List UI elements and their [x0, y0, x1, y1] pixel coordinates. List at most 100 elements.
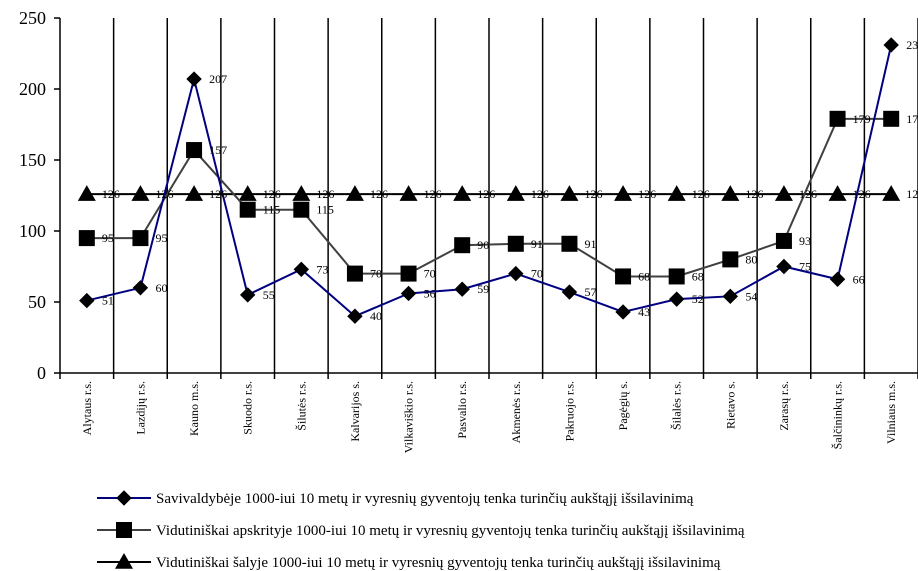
data-label: 70 — [424, 267, 436, 281]
diamond-marker — [883, 37, 899, 53]
diamond-marker — [239, 287, 256, 303]
square-marker — [507, 235, 524, 252]
data-label: 40 — [370, 309, 382, 323]
data-label: 126 — [692, 187, 710, 201]
triangle-marker — [77, 185, 96, 201]
triangle-marker — [238, 185, 257, 201]
diamond-marker — [561, 284, 578, 300]
x-category-label: Lazdijų r.s. — [133, 381, 147, 435]
data-label: 126 — [102, 187, 120, 201]
data-label: 115 — [316, 203, 334, 217]
data-label: 91 — [584, 237, 596, 251]
diamond-marker — [668, 291, 685, 307]
triangle-marker — [185, 185, 204, 201]
data-label: 70 — [531, 267, 543, 281]
x-category-label: Pasvalio r.s. — [455, 381, 469, 439]
triangle-marker — [131, 185, 150, 201]
square-marker — [78, 230, 95, 247]
triangle-marker — [453, 185, 472, 201]
data-label: 70 — [370, 267, 382, 281]
y-tick-label: 50 — [28, 292, 46, 312]
square-marker — [668, 268, 685, 285]
x-category-label: Šilutės r.s. — [294, 381, 308, 431]
triangle-marker — [828, 185, 847, 201]
x-category-label: Vilkaviškio r.s. — [402, 381, 416, 453]
x-category-label: Šalčininkų r.s. — [831, 381, 845, 449]
series-triangle — [77, 185, 901, 201]
legend-label: Vidutiniškai šalyje 1000-iui 10 metų ir … — [156, 555, 721, 571]
diamond-marker — [186, 71, 202, 87]
data-label: 56 — [424, 286, 436, 300]
data-label: 126 — [209, 187, 227, 201]
triangle-marker — [345, 185, 364, 201]
triangle-marker — [506, 185, 525, 201]
x-axis-category-labels: Alytaus r.s. Lazdijų r.s. Kauno m.s. Skuodo… — [59, 373, 918, 453]
data-label: 126 — [638, 187, 656, 201]
diamond-marker — [829, 271, 846, 287]
data-label: 57 — [584, 285, 596, 299]
data-label: 126 — [745, 187, 763, 201]
x-category-label: Pagėgių s. — [616, 381, 630, 430]
x-category-label: Kalvarijos s. — [348, 381, 362, 442]
diamond-marker — [293, 261, 310, 278]
data-label: 80 — [745, 252, 757, 266]
square-marker — [239, 201, 256, 218]
y-tick-label: 250 — [19, 8, 46, 28]
legend-label: Savivaldybėje 1000-iui 10 metų ir vyresn… — [156, 491, 694, 507]
square-marker — [293, 201, 310, 218]
data-label: 126 — [906, 187, 918, 201]
square-marker — [561, 235, 578, 252]
legend-entry: Vidutiniškai apskrityje 1000-iui 10 metų… — [97, 522, 745, 539]
triangle-marker — [774, 185, 793, 201]
series-line — [86, 117, 892, 278]
data-label: 51 — [102, 294, 114, 308]
y-tick-label: 150 — [19, 150, 46, 170]
triangle-marker — [560, 185, 579, 201]
y-tick-label: 0 — [37, 363, 46, 383]
data-label: 52 — [692, 292, 704, 306]
y-tick-label: 100 — [19, 221, 46, 241]
data-label: 157 — [209, 143, 227, 157]
square-marker — [400, 265, 417, 282]
data-label: 73 — [316, 262, 328, 276]
x-category-label: Vilniaus m.s. — [884, 381, 898, 444]
square-marker — [454, 237, 471, 254]
data-label: 66 — [853, 272, 865, 286]
series-diamond — [79, 37, 899, 324]
data-label: 91 — [531, 237, 543, 251]
grid-lines — [112, 18, 918, 373]
data-label: 126 — [853, 187, 871, 201]
data-label: 126 — [263, 187, 281, 201]
square-marker — [829, 110, 846, 127]
x-category-label: Skuodo r.s. — [241, 381, 255, 435]
square-marker — [883, 110, 900, 127]
triangle-marker — [614, 185, 633, 201]
data-label: 95 — [102, 231, 114, 245]
data-label: 75 — [799, 260, 811, 274]
series-square — [78, 110, 900, 285]
data-label: 126 — [584, 187, 602, 201]
square-marker — [615, 268, 632, 285]
square-marker — [775, 232, 792, 249]
data-label: 90 — [477, 238, 489, 252]
data-label: 126 — [477, 187, 495, 201]
square-marker — [346, 265, 363, 282]
square-marker — [722, 251, 739, 268]
data-label: 207 — [209, 72, 227, 86]
x-category-label: Zarasų r.s. — [777, 381, 791, 431]
legend: Savivaldybėje 1000-iui 10 metų ir vyresn… — [97, 490, 745, 571]
x-category-label: Pakruojo r.s. — [562, 381, 576, 441]
diamond-marker — [508, 265, 524, 282]
diamond-marker — [454, 281, 470, 297]
data-label: 115 — [263, 203, 281, 217]
x-category-label: Šilalės r.s. — [670, 381, 684, 430]
diamond-marker — [79, 292, 95, 309]
data-labels: 51 60 207 55 73 40 56 59 70 57 43 52 54 75 66 231 95 95 15… — [102, 38, 918, 323]
x-category-label: Rietavo s. — [723, 381, 737, 429]
data-label: 43 — [638, 305, 650, 319]
data-label: 179 — [906, 112, 918, 126]
data-label: 179 — [853, 112, 871, 126]
square-marker — [116, 522, 132, 538]
data-label: 126 — [370, 187, 388, 201]
data-label: 126 — [155, 187, 173, 201]
